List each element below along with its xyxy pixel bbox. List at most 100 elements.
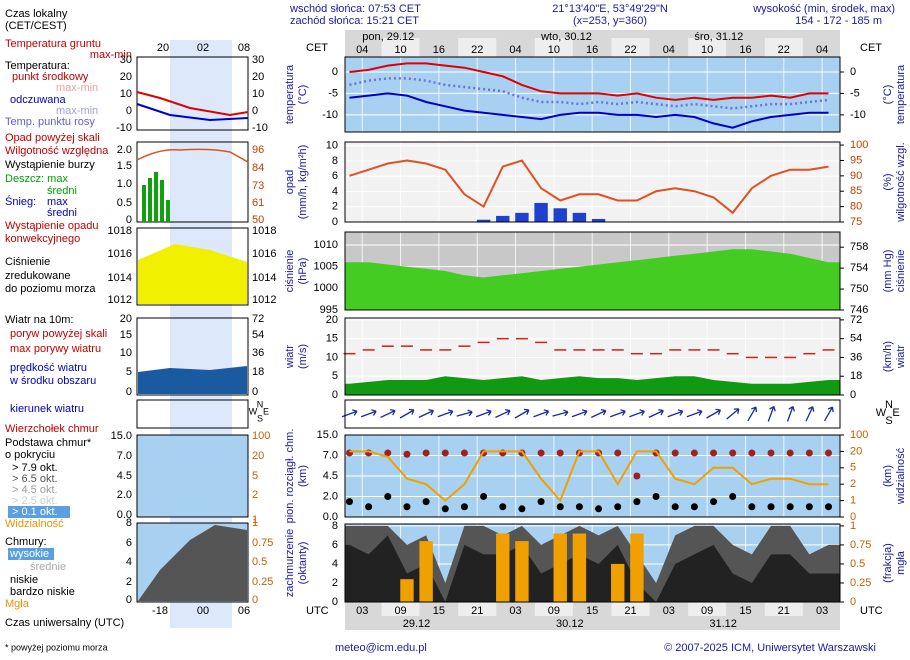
x-tick-label: 09: [548, 605, 560, 617]
compass-label: W: [876, 407, 887, 419]
bar: [515, 212, 529, 222]
legend-text: 100: [252, 430, 270, 442]
dot: [690, 449, 698, 457]
dot: [556, 449, 564, 457]
legend-text: 0: [126, 214, 132, 226]
legend-sample: [138, 525, 247, 601]
y-tick-label: 1010: [314, 239, 338, 251]
y-tick-label: 2: [332, 201, 338, 213]
legend-text: 50: [252, 214, 264, 226]
y2-tick-label: 0: [850, 511, 856, 523]
time-header: [345, 30, 840, 57]
legend-text: 30: [120, 54, 132, 66]
dot: [518, 505, 526, 513]
legend-text: 73: [252, 180, 264, 192]
dot: [384, 493, 392, 500]
legend-text: średnie: [30, 561, 66, 573]
day-label: 31.12: [709, 618, 737, 630]
legend-text: W: [249, 406, 258, 416]
compass-label: S: [885, 415, 892, 427]
legend-text: Temperatura:: [5, 60, 70, 72]
series-line: [349, 92, 829, 129]
y-tick-label: 5: [332, 370, 338, 382]
bar: [496, 533, 510, 602]
wind-arrow: [767, 405, 776, 422]
legend-text: średni: [47, 185, 77, 197]
time-zone-label: UTC: [860, 605, 883, 617]
legend-text: 0.0: [117, 509, 132, 521]
elevation-title: wysokość (min, środek, max): [752, 3, 895, 15]
y-tick-label: 0.0: [323, 511, 338, 523]
legend-text: 5: [252, 470, 258, 482]
dot: [786, 449, 794, 457]
legend-text: 0: [126, 386, 132, 398]
series-line: [349, 450, 829, 503]
panel-frame: [344, 399, 841, 429]
wind-arrow: [475, 409, 492, 418]
y-axis-label: pion. rozciągł. chm.: [284, 429, 296, 524]
y2-tick-label: 2: [850, 478, 856, 490]
y2-tick-label: 750: [850, 283, 868, 295]
y-axis-label: (km): [297, 465, 309, 487]
legend-sample: [138, 244, 247, 304]
y-tick-label: 15: [326, 333, 338, 345]
legend-text: 2: [126, 576, 132, 588]
y2-axis-label: wilgotność wzgl.: [895, 142, 907, 222]
series-line: [349, 159, 829, 215]
dot: [825, 503, 833, 511]
legend-text: 5: [126, 366, 132, 378]
dot: [767, 449, 775, 457]
y2-tick-label: 100: [850, 429, 868, 441]
y-tick-label: 6: [332, 539, 338, 551]
time-band: [688, 602, 727, 616]
legend-text: niskie: [10, 574, 38, 586]
legend-text: * powyżej poziomu morza: [5, 642, 108, 652]
y2-tick-label: 54: [850, 333, 862, 345]
dot: [537, 449, 545, 457]
y2-tick-label: 0.75: [850, 539, 871, 551]
legend-text: 96: [252, 144, 264, 156]
dot: [690, 503, 698, 511]
bar: [553, 208, 567, 222]
legend-sample: [136, 148, 249, 163]
dot: [441, 505, 449, 513]
legend-text: 20: [120, 71, 132, 83]
y-tick-label: 8: [332, 155, 338, 167]
y-tick-label: 2: [332, 577, 338, 589]
legend-text: Wiatr na 10m:: [5, 314, 73, 326]
y2-tick-label: 0.5: [850, 558, 865, 570]
legend-text: 2.0: [117, 144, 132, 156]
legend-text: > 7.9 okt.: [12, 462, 58, 474]
y2-tick-label: 36: [850, 351, 862, 363]
legend-text: 1018: [252, 225, 276, 237]
legend-text: Czas uniwersalny (UTC): [5, 617, 124, 629]
x-tick-label: 09: [701, 605, 713, 617]
dot: [384, 449, 392, 457]
time-band: [534, 602, 573, 616]
bar: [572, 533, 587, 602]
legend-text: 2.0: [117, 489, 132, 501]
bar: [591, 218, 606, 222]
y2-axis-label: (mm Hg): [882, 250, 894, 293]
legend-text: Wystąpienie opadu: [5, 220, 98, 232]
wind-arrow: [823, 406, 834, 422]
y2-tick-label: 0: [850, 596, 856, 608]
legend-text: Wilgotność względna: [5, 145, 109, 157]
legend-text: > 6.5 okt.: [12, 473, 58, 485]
legend-text: 72: [252, 313, 264, 325]
legend-text: 84: [252, 162, 264, 174]
y2-tick-label: 1: [850, 495, 856, 507]
bar: [419, 541, 433, 602]
legend-text: kierunek wiatru: [10, 403, 84, 415]
legend-text: prędkość wiatru: [10, 362, 87, 374]
legend-text: 36: [252, 347, 264, 359]
legend-text: 15: [120, 329, 132, 341]
y-tick-label: 20: [326, 314, 338, 326]
x-tick-label: 03: [509, 605, 521, 617]
dot: [537, 498, 545, 506]
x-tick-label: 22: [624, 44, 636, 56]
legend-text: zredukowane: [5, 270, 70, 282]
legend-text: 00: [197, 605, 209, 617]
dot: [365, 503, 373, 511]
legend-text: 0.5: [252, 556, 267, 568]
